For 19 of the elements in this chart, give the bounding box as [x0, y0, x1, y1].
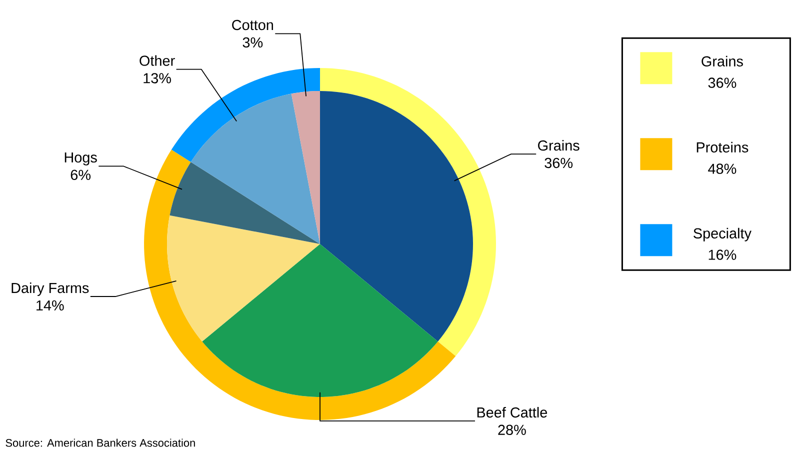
data-label: 6%	[70, 170, 91, 180]
data-label: 48%	[708, 164, 736, 174]
data-label: 14%	[36, 300, 64, 310]
slice-label: Other	[140, 55, 175, 66]
legend-label: Proteins	[696, 142, 748, 152]
legend-label: Specialty	[694, 228, 752, 242]
source-note: Source: American Bankers Association	[6, 438, 195, 447]
legend-label: Grains	[702, 56, 743, 66]
data-label: 3%	[242, 37, 263, 48]
data-label: 36%	[708, 78, 736, 88]
data-label: 16%	[708, 250, 736, 260]
slice-label: Beef Cattle	[477, 406, 548, 418]
slice-label: Hogs	[64, 152, 97, 166]
data-label: 36%	[544, 158, 573, 168]
slice-label: Cotton	[232, 20, 273, 30]
data-label: 13%	[144, 73, 171, 84]
data-label: 28%	[498, 424, 526, 436]
slice-label: Grains	[538, 140, 580, 151]
slice-label: Dairy Farms	[12, 282, 89, 296]
